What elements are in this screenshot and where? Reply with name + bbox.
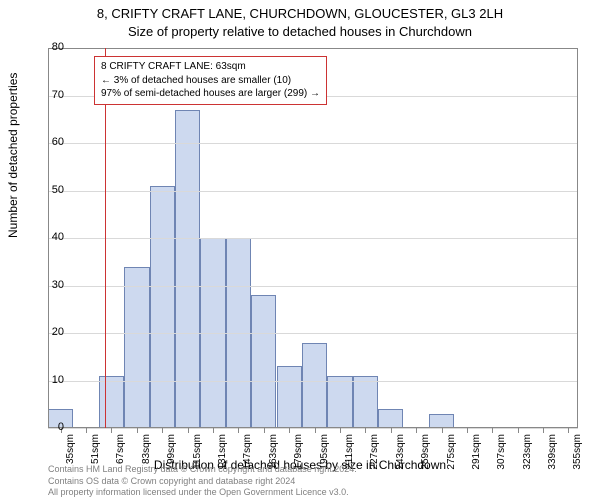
gridline — [48, 428, 578, 429]
footer-line-1: Contains HM Land Registry data © Crown c… — [48, 464, 590, 475]
x-tick-mark — [162, 428, 163, 433]
x-tick-mark — [543, 428, 544, 433]
y-tick: 30 — [24, 279, 64, 291]
x-tick-mark — [264, 428, 265, 433]
plot-border — [48, 48, 578, 428]
x-tick-mark — [442, 428, 443, 433]
x-tick-mark — [492, 428, 493, 433]
x-tick-mark — [86, 428, 87, 433]
x-tick-mark — [416, 428, 417, 433]
x-tick-mark — [289, 428, 290, 433]
annotation-line-1: 8 CRIFTY CRAFT LANE: 63sqm — [101, 60, 320, 74]
x-tick-mark — [365, 428, 366, 433]
y-axis-label: Number of detached properties — [6, 73, 20, 238]
x-tick-mark — [315, 428, 316, 433]
y-tick: 50 — [24, 184, 64, 196]
x-tick-mark — [213, 428, 214, 433]
footer-text: Contains HM Land Registry data © Crown c… — [48, 464, 590, 498]
x-tick-mark — [518, 428, 519, 433]
x-tick-mark — [340, 428, 341, 433]
y-tick: 70 — [24, 89, 64, 101]
x-tick-mark — [238, 428, 239, 433]
annotation-box: 8 CRIFTY CRAFT LANE: 63sqm ← 3% of detac… — [94, 56, 327, 105]
x-tick-mark — [111, 428, 112, 433]
footer-line-2: Contains OS data © Crown copyright and d… — [48, 476, 590, 487]
chart-area: 35sqm51sqm67sqm83sqm99sqm115sqm131sqm147… — [48, 48, 578, 428]
footer-line-3: All property information licensed under … — [48, 487, 590, 498]
y-tick: 20 — [24, 326, 64, 338]
property-marker-line — [105, 48, 106, 428]
subtitle: Size of property relative to detached ho… — [0, 24, 600, 39]
annotation-line-2: ← 3% of detached houses are smaller (10) — [101, 74, 320, 88]
x-tick-mark — [137, 428, 138, 433]
y-tick: 40 — [24, 231, 64, 243]
y-tick: 80 — [24, 41, 64, 53]
x-tick-mark — [467, 428, 468, 433]
y-tick: 10 — [24, 374, 64, 386]
annotation-line-3: 97% of semi-detached houses are larger (… — [101, 87, 320, 101]
y-tick: 0 — [24, 421, 64, 433]
x-tick-mark — [391, 428, 392, 433]
x-tick-mark — [188, 428, 189, 433]
y-tick: 60 — [24, 136, 64, 148]
address-title: 8, CRIFTY CRAFT LANE, CHURCHDOWN, GLOUCE… — [0, 6, 600, 21]
x-tick-mark — [568, 428, 569, 433]
